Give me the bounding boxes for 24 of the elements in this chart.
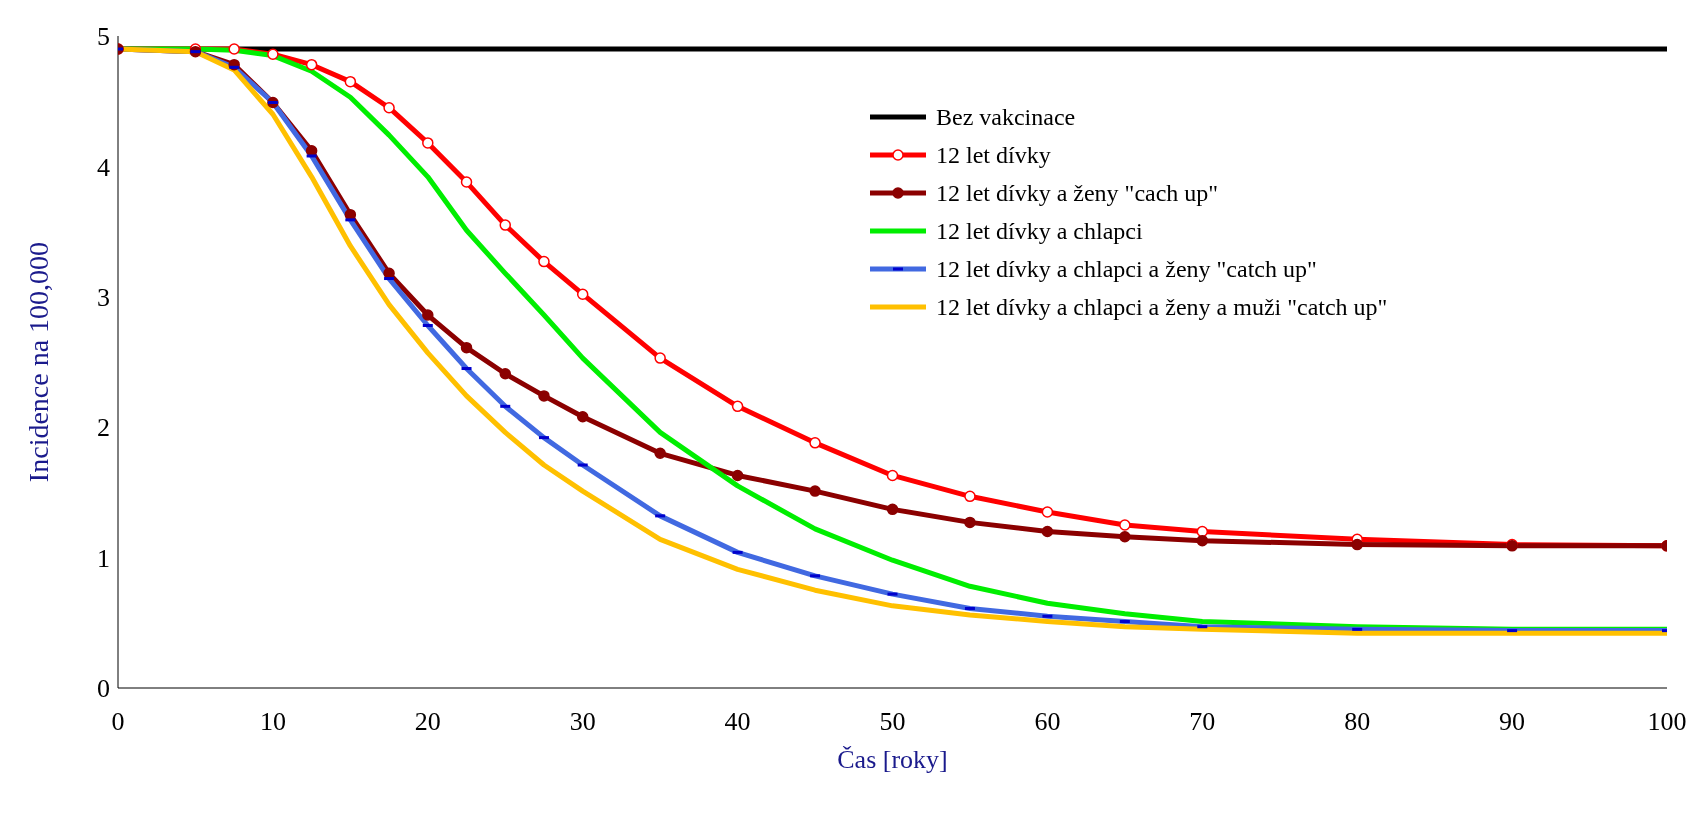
x-tick-label: 60	[1034, 707, 1061, 737]
x-tick-label: 30	[569, 707, 596, 737]
legend-label: 12 let dívky	[936, 141, 1051, 170]
x-tick-label: 50	[879, 707, 906, 737]
y-tick-label: 1	[97, 543, 110, 573]
y-tick-label: 3	[97, 283, 110, 313]
x-tick-label: 40	[724, 707, 751, 737]
y-axis-title: Incidence na 100,000	[22, 241, 54, 483]
x-axis-title: Čas [roky]	[837, 745, 948, 774]
legend-label: 12 let dívky a chlapci	[936, 217, 1143, 246]
x-tick-label: 70	[1189, 707, 1216, 737]
legend-label: 12 let dívky a chlapci a ženy "catch up"	[936, 255, 1317, 284]
legend-label: 12 let dívky a ženy "cach up"	[936, 179, 1219, 208]
y-tick-label: 4	[97, 152, 110, 182]
x-tick-label: 100	[1647, 707, 1687, 737]
y-tick-label: 0	[97, 674, 110, 704]
y-tick-label: 2	[97, 413, 110, 443]
x-tick-label: 90	[1499, 707, 1526, 737]
x-tick-label: 10	[259, 707, 286, 737]
x-tick-label: 80	[1344, 707, 1371, 737]
y-tick-label: 5	[97, 22, 110, 52]
legend-label: 12 let dívky a chlapci a ženy a muži "catch up"	[936, 293, 1388, 322]
legend-label: Bez vakcinace	[936, 103, 1076, 132]
x-tick-label: 20	[414, 707, 441, 737]
